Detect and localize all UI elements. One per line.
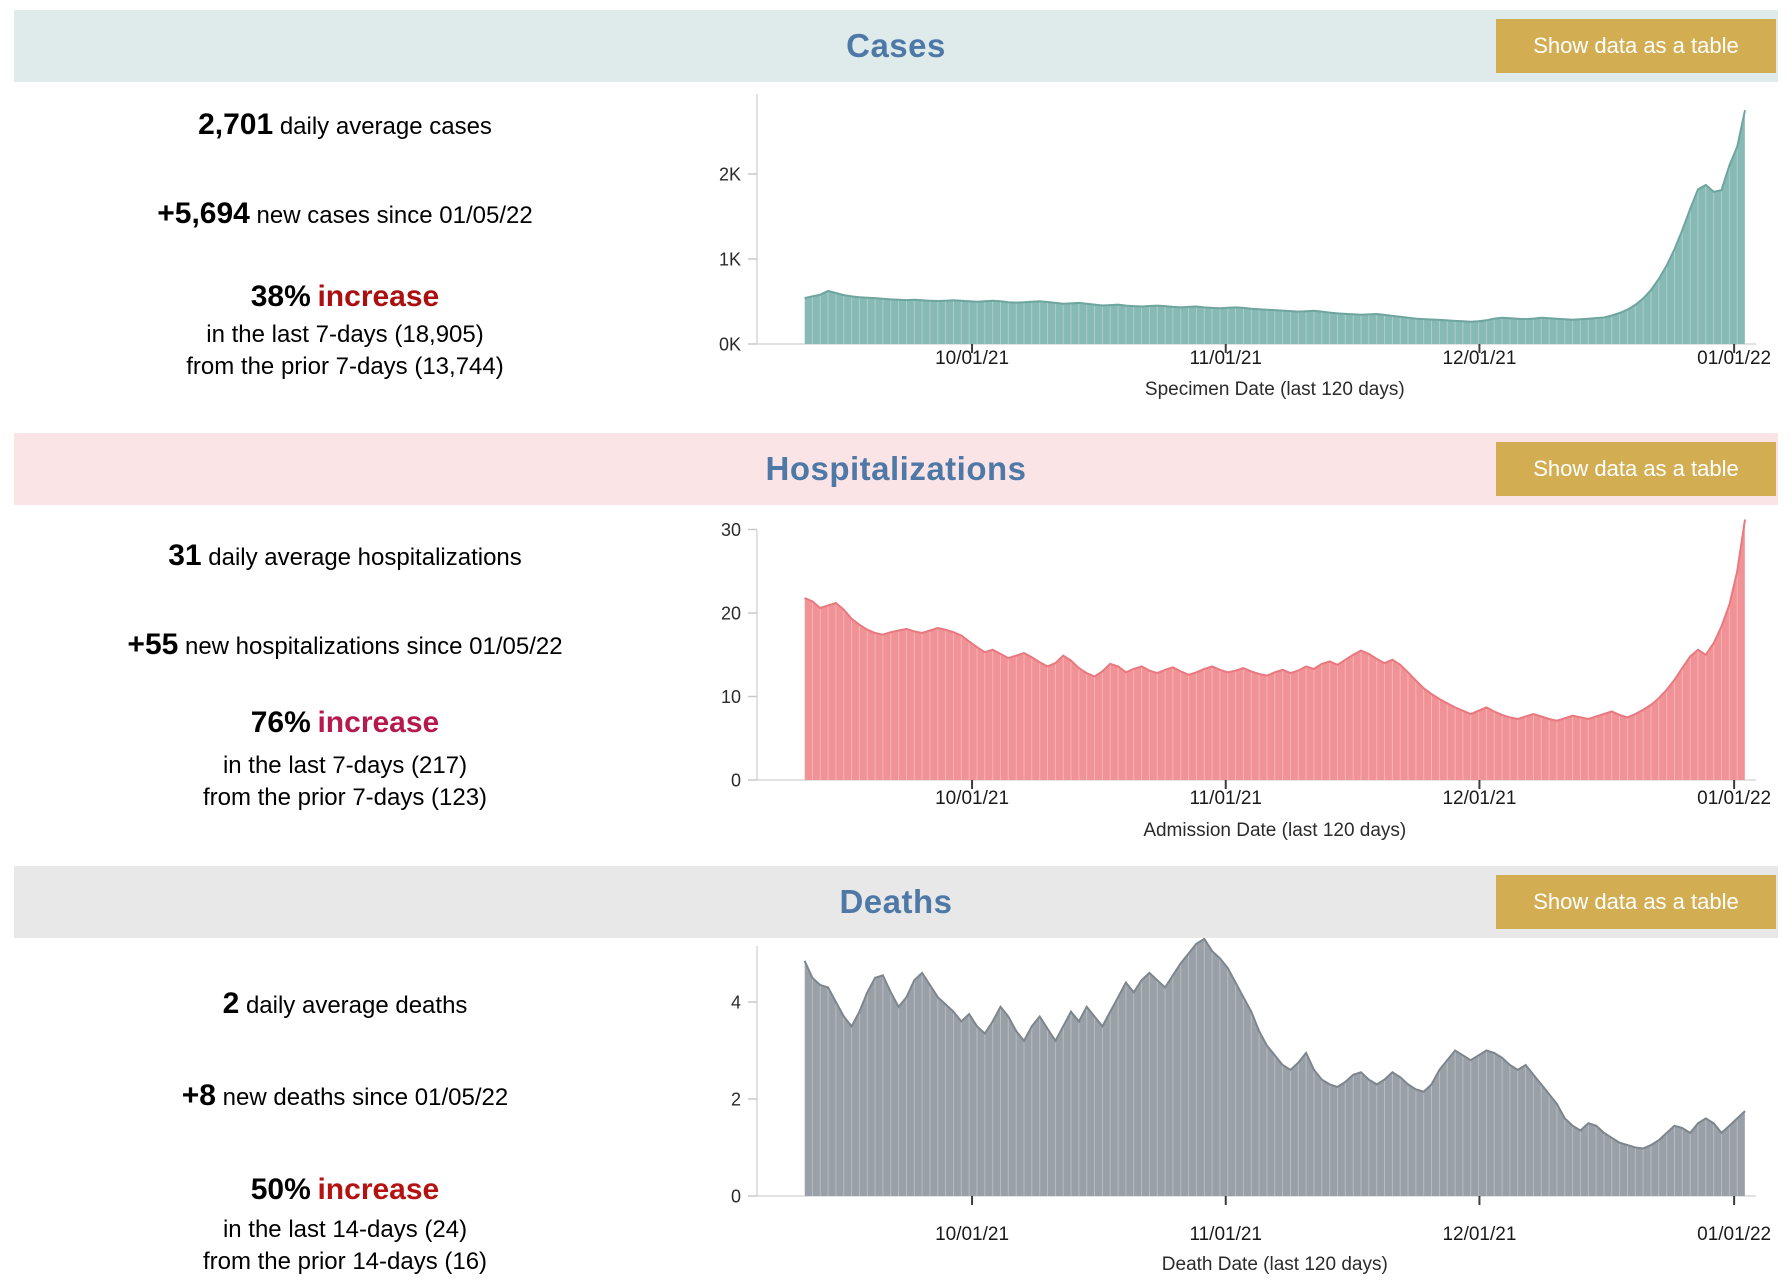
deaths-new-since: +8 new deaths since 01/05/22 (20, 1079, 670, 1113)
svg-text:Admission Date (last 120 days): Admission Date (last 120 days) (1143, 820, 1406, 841)
deaths-header-band: Deaths Show data as a table (14, 866, 1778, 938)
deaths-daily-average: 2 daily average deaths (20, 987, 670, 1021)
cases-chart[interactable]: 0K 1K 2K 10/01/21 11/01/21 12/01/21 01/01/22 Sp… (680, 82, 1792, 412)
deaths-new-since-value: +8 (181, 1079, 216, 1112)
svg-text:12/01/21: 12/01/21 (1442, 788, 1516, 809)
hospitalizations-last-period: in the last 7-days (217) (222, 752, 468, 779)
deaths-new-since-label: new deaths since 01/05/22 (222, 1084, 509, 1111)
hospitalizations-percent-word: increase (317, 706, 440, 739)
deaths-chart[interactable]: 0 2 4 10/01/21 11/01/21 12/01/21 01/01/22 Death… (680, 938, 1792, 1280)
cases-percent-change: 38% increase (20, 280, 670, 314)
svg-text:30: 30 (721, 520, 741, 540)
svg-text:Specimen Date (last 120 days): Specimen Date (last 120 days) (1145, 379, 1405, 400)
svg-text:01/01/22: 01/01/22 (1697, 348, 1771, 369)
cases-new-since: +5,694 new cases since 01/05/22 (20, 197, 670, 231)
hospitalizations-header-band: Hospitalizations Show data as a table (14, 433, 1778, 505)
cases-daily-average: 2,701 daily average cases (20, 108, 670, 142)
deaths-daily-average-label: daily average deaths (245, 992, 468, 1019)
svg-text:11/01/21: 11/01/21 (1189, 348, 1262, 369)
hospitalizations-daily-average-value: 31 (168, 539, 202, 572)
cases-percent-word: increase (317, 280, 440, 313)
svg-text:20: 20 (721, 603, 741, 623)
hospitalizations-daily-average: 31 daily average hospitalizations (20, 539, 670, 573)
svg-text:2K: 2K (719, 164, 741, 184)
hospitalizations-percent-change: 76% increase (20, 706, 670, 740)
cases-daily-average-label: daily average cases (279, 113, 492, 140)
svg-text:01/01/22: 01/01/22 (1697, 788, 1771, 809)
svg-text:0: 0 (731, 770, 741, 790)
deaths-percent-word: increase (317, 1173, 440, 1206)
svg-text:11/01/21: 11/01/21 (1189, 1224, 1262, 1245)
cases-percent-value: 38% (250, 280, 311, 313)
svg-text:12/01/21: 12/01/21 (1442, 1224, 1516, 1245)
hospitalizations-prior-period: from the prior 7-days (123) (202, 784, 488, 811)
svg-text:2: 2 (731, 1089, 741, 1109)
deaths-daily-average-value: 2 (222, 987, 240, 1020)
hospitalizations-show-table-button[interactable]: Show data as a table (1496, 442, 1776, 496)
hospitalizations-new-since-label: new hospitalizations since 01/05/22 (184, 633, 563, 660)
svg-text:1K: 1K (719, 249, 741, 269)
svg-text:0: 0 (731, 1186, 741, 1206)
hospitalizations-percent-value: 76% (250, 706, 311, 739)
hospitalizations-daily-average-label: daily average hospitalizations (208, 544, 522, 571)
cases-daily-average-value: 2,701 (198, 108, 274, 141)
cases-prior-period: from the prior 7-days (13,744) (186, 353, 504, 380)
cases-show-table-button[interactable]: Show data as a table (1496, 19, 1776, 73)
svg-text:10/01/21: 10/01/21 (935, 788, 1009, 809)
svg-text:0K: 0K (719, 334, 741, 354)
cases-title: Cases (846, 27, 946, 64)
cases-new-since-label: new cases since 01/05/22 (256, 202, 533, 229)
hospitalizations-new-since: +55 new hospitalizations since 01/05/22 (20, 628, 670, 662)
deaths-percent-change: 50% increase (20, 1173, 670, 1207)
svg-text:Death Date (last 120 days): Death Date (last 120 days) (1162, 1254, 1388, 1275)
deaths-title: Deaths (839, 883, 953, 920)
deaths-last-period: in the last 14-days (24) (222, 1216, 468, 1243)
svg-text:12/01/21: 12/01/21 (1442, 348, 1516, 369)
cases-last-period: in the last 7-days (18,905) (206, 321, 484, 348)
cases-header-band: Cases Show data as a table (14, 10, 1778, 82)
svg-text:10: 10 (721, 687, 741, 707)
deaths-prior-period: from the prior 14-days (16) (202, 1248, 488, 1275)
hospitalizations-chart[interactable]: 0 10 20 30 10/01/21 11/01/21 12/01/21 01/01/22 A… (680, 507, 1792, 852)
svg-text:01/01/22: 01/01/22 (1697, 1224, 1771, 1245)
deaths-percent-value: 50% (250, 1173, 311, 1206)
svg-text:10/01/21: 10/01/21 (935, 348, 1009, 369)
deaths-show-table-button[interactable]: Show data as a table (1496, 875, 1776, 929)
svg-text:10/01/21: 10/01/21 (935, 1224, 1009, 1245)
svg-text:4: 4 (731, 992, 741, 1012)
hospitalizations-title: Hospitalizations (765, 450, 1027, 487)
cases-new-since-value: +5,694 (157, 197, 250, 230)
hospitalizations-new-since-value: +55 (127, 628, 179, 661)
svg-text:11/01/21: 11/01/21 (1189, 788, 1262, 809)
